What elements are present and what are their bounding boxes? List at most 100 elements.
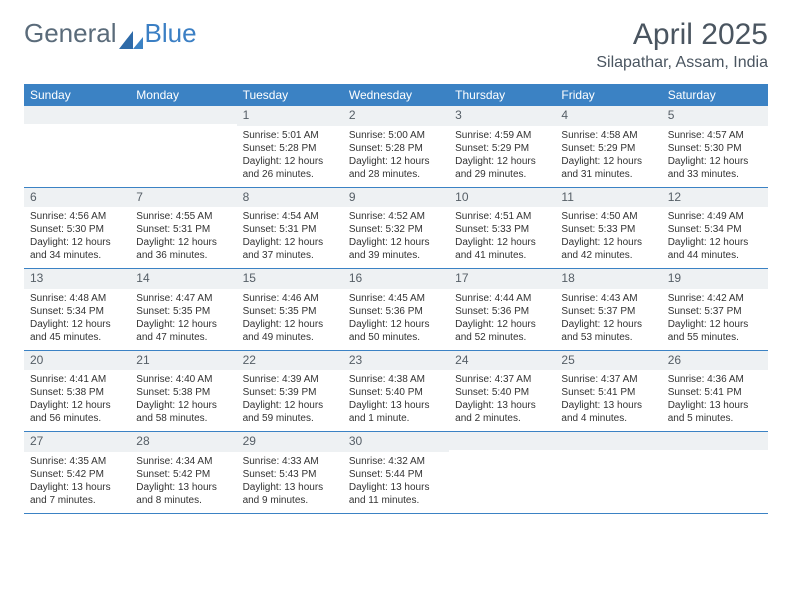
sunset-text: Sunset: 5:43 PM — [243, 468, 337, 481]
day-cell: 7Sunrise: 4:55 AMSunset: 5:31 PMDaylight… — [130, 188, 236, 269]
day-number: 2 — [343, 106, 449, 126]
weekday-label: Thursday — [449, 84, 555, 106]
day-cell: 12Sunrise: 4:49 AMSunset: 5:34 PMDayligh… — [662, 188, 768, 269]
sunrise-text: Sunrise: 4:50 AM — [561, 210, 655, 223]
day-number: 6 — [24, 188, 130, 208]
daylight-text: Daylight: 12 hours and 36 minutes. — [136, 236, 230, 262]
sunrise-text: Sunrise: 4:38 AM — [349, 373, 443, 386]
sunrise-text: Sunrise: 4:52 AM — [349, 210, 443, 223]
day-cell — [662, 432, 768, 513]
sunset-text: Sunset: 5:28 PM — [243, 142, 337, 155]
week-row: 20Sunrise: 4:41 AMSunset: 5:38 PMDayligh… — [24, 351, 768, 433]
sunset-text: Sunset: 5:41 PM — [668, 386, 762, 399]
day-details: Sunrise: 4:59 AMSunset: 5:29 PMDaylight:… — [449, 126, 555, 187]
day-cell — [130, 106, 236, 187]
sunset-text: Sunset: 5:34 PM — [30, 305, 124, 318]
daylight-text: Daylight: 12 hours and 44 minutes. — [668, 236, 762, 262]
sunset-text: Sunset: 5:39 PM — [243, 386, 337, 399]
day-details: Sunrise: 4:35 AMSunset: 5:42 PMDaylight:… — [24, 452, 130, 513]
day-number: 22 — [237, 351, 343, 371]
day-number: 30 — [343, 432, 449, 452]
day-cell: 15Sunrise: 4:46 AMSunset: 5:35 PMDayligh… — [237, 269, 343, 350]
day-number: 12 — [662, 188, 768, 208]
daylight-text: Daylight: 12 hours and 49 minutes. — [243, 318, 337, 344]
sunrise-text: Sunrise: 4:54 AM — [243, 210, 337, 223]
sunrise-text: Sunrise: 4:32 AM — [349, 455, 443, 468]
day-details: Sunrise: 4:49 AMSunset: 5:34 PMDaylight:… — [662, 207, 768, 268]
brand-part2: Blue — [145, 18, 197, 49]
day-details: Sunrise: 5:01 AMSunset: 5:28 PMDaylight:… — [237, 126, 343, 187]
sunrise-text: Sunrise: 4:47 AM — [136, 292, 230, 305]
day-number: 8 — [237, 188, 343, 208]
day-details: Sunrise: 4:46 AMSunset: 5:35 PMDaylight:… — [237, 289, 343, 350]
sunrise-text: Sunrise: 4:35 AM — [30, 455, 124, 468]
day-cell: 8Sunrise: 4:54 AMSunset: 5:31 PMDaylight… — [237, 188, 343, 269]
day-cell: 3Sunrise: 4:59 AMSunset: 5:29 PMDaylight… — [449, 106, 555, 187]
sunset-text: Sunset: 5:40 PM — [349, 386, 443, 399]
daylight-text: Daylight: 12 hours and 41 minutes. — [455, 236, 549, 262]
weekday-label: Monday — [130, 84, 236, 106]
day-details: Sunrise: 4:36 AMSunset: 5:41 PMDaylight:… — [662, 370, 768, 431]
day-number: 11 — [555, 188, 661, 208]
daylight-text: Daylight: 12 hours and 58 minutes. — [136, 399, 230, 425]
day-cell: 24Sunrise: 4:37 AMSunset: 5:40 PMDayligh… — [449, 351, 555, 432]
sunrise-text: Sunrise: 5:00 AM — [349, 129, 443, 142]
daylight-text: Daylight: 12 hours and 50 minutes. — [349, 318, 443, 344]
sunset-text: Sunset: 5:40 PM — [455, 386, 549, 399]
day-cell: 27Sunrise: 4:35 AMSunset: 5:42 PMDayligh… — [24, 432, 130, 513]
sunrise-text: Sunrise: 4:49 AM — [668, 210, 762, 223]
day-details: Sunrise: 4:45 AMSunset: 5:36 PMDaylight:… — [343, 289, 449, 350]
daylight-text: Daylight: 12 hours and 39 minutes. — [349, 236, 443, 262]
daylight-text: Daylight: 12 hours and 37 minutes. — [243, 236, 337, 262]
day-cell: 1Sunrise: 5:01 AMSunset: 5:28 PMDaylight… — [237, 106, 343, 187]
daylight-text: Daylight: 12 hours and 56 minutes. — [30, 399, 124, 425]
day-number: 27 — [24, 432, 130, 452]
sunset-text: Sunset: 5:37 PM — [561, 305, 655, 318]
brand-logo: General Blue — [24, 18, 197, 49]
day-number — [555, 432, 661, 450]
day-number: 15 — [237, 269, 343, 289]
day-details: Sunrise: 4:58 AMSunset: 5:29 PMDaylight:… — [555, 126, 661, 187]
day-cell: 23Sunrise: 4:38 AMSunset: 5:40 PMDayligh… — [343, 351, 449, 432]
day-cell: 28Sunrise: 4:34 AMSunset: 5:42 PMDayligh… — [130, 432, 236, 513]
daylight-text: Daylight: 12 hours and 26 minutes. — [243, 155, 337, 181]
day-cell: 16Sunrise: 4:45 AMSunset: 5:36 PMDayligh… — [343, 269, 449, 350]
day-number: 3 — [449, 106, 555, 126]
weekday-label: Friday — [555, 84, 661, 106]
sunrise-text: Sunrise: 4:45 AM — [349, 292, 443, 305]
sunset-text: Sunset: 5:33 PM — [561, 223, 655, 236]
sunrise-text: Sunrise: 4:58 AM — [561, 129, 655, 142]
day-details: Sunrise: 4:44 AMSunset: 5:36 PMDaylight:… — [449, 289, 555, 350]
daylight-text: Daylight: 12 hours and 28 minutes. — [349, 155, 443, 181]
day-number: 7 — [130, 188, 236, 208]
day-cell: 13Sunrise: 4:48 AMSunset: 5:34 PMDayligh… — [24, 269, 130, 350]
daylight-text: Daylight: 13 hours and 5 minutes. — [668, 399, 762, 425]
sunset-text: Sunset: 5:35 PM — [243, 305, 337, 318]
day-details: Sunrise: 4:48 AMSunset: 5:34 PMDaylight:… — [24, 289, 130, 350]
calendar: Sunday Monday Tuesday Wednesday Thursday… — [24, 84, 768, 514]
sunset-text: Sunset: 5:33 PM — [455, 223, 549, 236]
sunrise-text: Sunrise: 4:36 AM — [668, 373, 762, 386]
day-details: Sunrise: 4:42 AMSunset: 5:37 PMDaylight:… — [662, 289, 768, 350]
sunrise-text: Sunrise: 4:37 AM — [561, 373, 655, 386]
day-number: 1 — [237, 106, 343, 126]
sunset-text: Sunset: 5:36 PM — [349, 305, 443, 318]
weekday-label: Saturday — [662, 84, 768, 106]
day-details: Sunrise: 4:50 AMSunset: 5:33 PMDaylight:… — [555, 207, 661, 268]
day-number: 24 — [449, 351, 555, 371]
day-cell: 18Sunrise: 4:43 AMSunset: 5:37 PMDayligh… — [555, 269, 661, 350]
day-cell: 2Sunrise: 5:00 AMSunset: 5:28 PMDaylight… — [343, 106, 449, 187]
day-details: Sunrise: 4:32 AMSunset: 5:44 PMDaylight:… — [343, 452, 449, 513]
day-details: Sunrise: 4:34 AMSunset: 5:42 PMDaylight:… — [130, 452, 236, 513]
daylight-text: Daylight: 12 hours and 34 minutes. — [30, 236, 124, 262]
day-details: Sunrise: 4:56 AMSunset: 5:30 PMDaylight:… — [24, 207, 130, 268]
day-cell: 30Sunrise: 4:32 AMSunset: 5:44 PMDayligh… — [343, 432, 449, 513]
day-details: Sunrise: 4:38 AMSunset: 5:40 PMDaylight:… — [343, 370, 449, 431]
daylight-text: Daylight: 13 hours and 4 minutes. — [561, 399, 655, 425]
day-details: Sunrise: 5:00 AMSunset: 5:28 PMDaylight:… — [343, 126, 449, 187]
day-number — [130, 106, 236, 124]
sunrise-text: Sunrise: 4:43 AM — [561, 292, 655, 305]
day-number: 21 — [130, 351, 236, 371]
weekday-label: Tuesday — [237, 84, 343, 106]
day-details: Sunrise: 4:54 AMSunset: 5:31 PMDaylight:… — [237, 207, 343, 268]
